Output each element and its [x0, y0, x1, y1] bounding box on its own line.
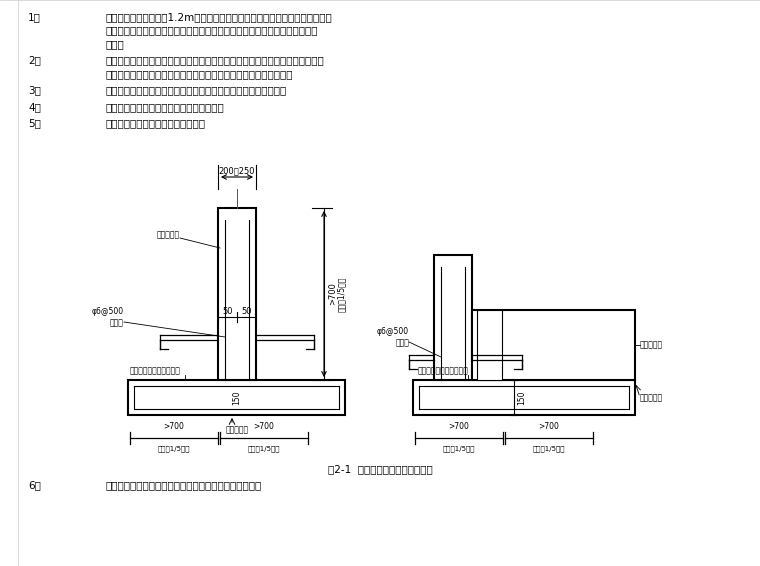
Bar	[434, 255, 472, 380]
Text: φ6@500: φ6@500	[92, 307, 124, 316]
Text: 图2-1  砌块砌筑拉结筋节点示意图: 图2-1 砌块砌筑拉结筋节点示意图	[328, 464, 432, 474]
Text: 从砖垛上取砌块时，先取高处后取低处，防止垛倒砸人。: 从砖垛上取砌块时，先取高处后取低处，防止垛倒砸人。	[105, 480, 261, 490]
Text: 5、: 5、	[28, 118, 41, 128]
Bar	[413, 380, 635, 415]
Text: 且大于1/5墙长: 且大于1/5墙长	[337, 276, 346, 312]
Text: 3、: 3、	[28, 85, 41, 96]
Text: 150: 150	[517, 390, 526, 405]
Text: >700: >700	[539, 422, 559, 431]
Text: 后砌的砌体: 后砌的砌体	[640, 341, 663, 349]
Bar	[472, 310, 635, 380]
Text: 使用过程中要经常检查，着发现不符合规定者，要及时修理或更换。: 使用过程中要经常检查，着发现不符合规定者，要及时修理或更换。	[105, 69, 293, 79]
Text: 200～250: 200～250	[219, 166, 255, 175]
Text: 垂直运输的吊笼、滑车、绳索、刹车等，必须满足荷载要求，吊运时不得超荷；: 垂直运输的吊笼、滑车、绳索、刹车等，必须满足荷载要求，吊运时不得超荷；	[105, 55, 324, 66]
Text: 1、: 1、	[28, 12, 41, 22]
Text: >700: >700	[254, 422, 274, 431]
Text: 50: 50	[241, 307, 252, 316]
Text: 墙身砌体高度超过地坪1.2m以上，必须及时搭设好脚手架，不准用不稳定的工: 墙身砌体高度超过地坪1.2m以上，必须及时搭设好脚手架，不准用不稳定的工	[105, 12, 332, 22]
Text: 且大于1/5墙长: 且大于1/5墙长	[443, 445, 475, 452]
Text: 后砌的砌体: 后砌的砌体	[157, 230, 180, 239]
Text: 搭高度: 搭高度	[110, 318, 124, 327]
Text: 混凝土墙、框架柱构造柱: 混凝土墙、框架柱构造柱	[418, 366, 469, 375]
Text: >700: >700	[163, 422, 185, 431]
Text: 4、: 4、	[28, 102, 41, 112]
Text: 且大于1/5墙长: 且大于1/5墙长	[158, 445, 190, 452]
Text: 150: 150	[233, 390, 242, 405]
Text: φ6@500: φ6@500	[377, 327, 409, 336]
Text: 停放搅拌机械的基础要坚实平整，防止地面下沉，造成机械倾倒。: 停放搅拌机械的基础要坚实平整，防止地面下沉，造成机械倾倒。	[105, 85, 287, 96]
Text: 具或物体在脚手板面上垫高工作。高处操作时要系好安全带，安全带挂靠地点: 具或物体在脚手板面上垫高工作。高处操作时要系好安全带，安全带挂靠地点	[105, 25, 318, 36]
Text: 后砌的砌体: 后砌的砌体	[226, 425, 249, 434]
Bar	[218, 208, 256, 380]
Text: 进入施工现场，要正确穿戴安全防护用品。: 进入施工现场，要正确穿戴安全防护用品。	[105, 102, 223, 112]
Text: 且大于1/5墙长: 且大于1/5墙长	[533, 445, 565, 452]
Text: >700: >700	[328, 282, 337, 306]
Bar	[128, 380, 345, 415]
Text: 混凝土墙、框架柱构造柱: 混凝土墙、框架柱构造柱	[130, 366, 181, 375]
Bar	[477, 310, 502, 380]
Text: 6、: 6、	[28, 480, 41, 490]
Text: >700: >700	[448, 422, 470, 431]
Text: 50: 50	[222, 307, 233, 316]
Text: 2、: 2、	[28, 55, 41, 66]
Text: 且大于1/5墙长: 且大于1/5墙长	[248, 445, 280, 452]
Text: 牢固。: 牢固。	[105, 39, 124, 49]
Text: 施工现场严禁吸烟，不得酒后作业。: 施工现场严禁吸烟，不得酒后作业。	[105, 118, 205, 128]
Text: 搭高度: 搭高度	[395, 338, 409, 347]
Text: 砌筑时后加: 砌筑时后加	[640, 393, 663, 402]
